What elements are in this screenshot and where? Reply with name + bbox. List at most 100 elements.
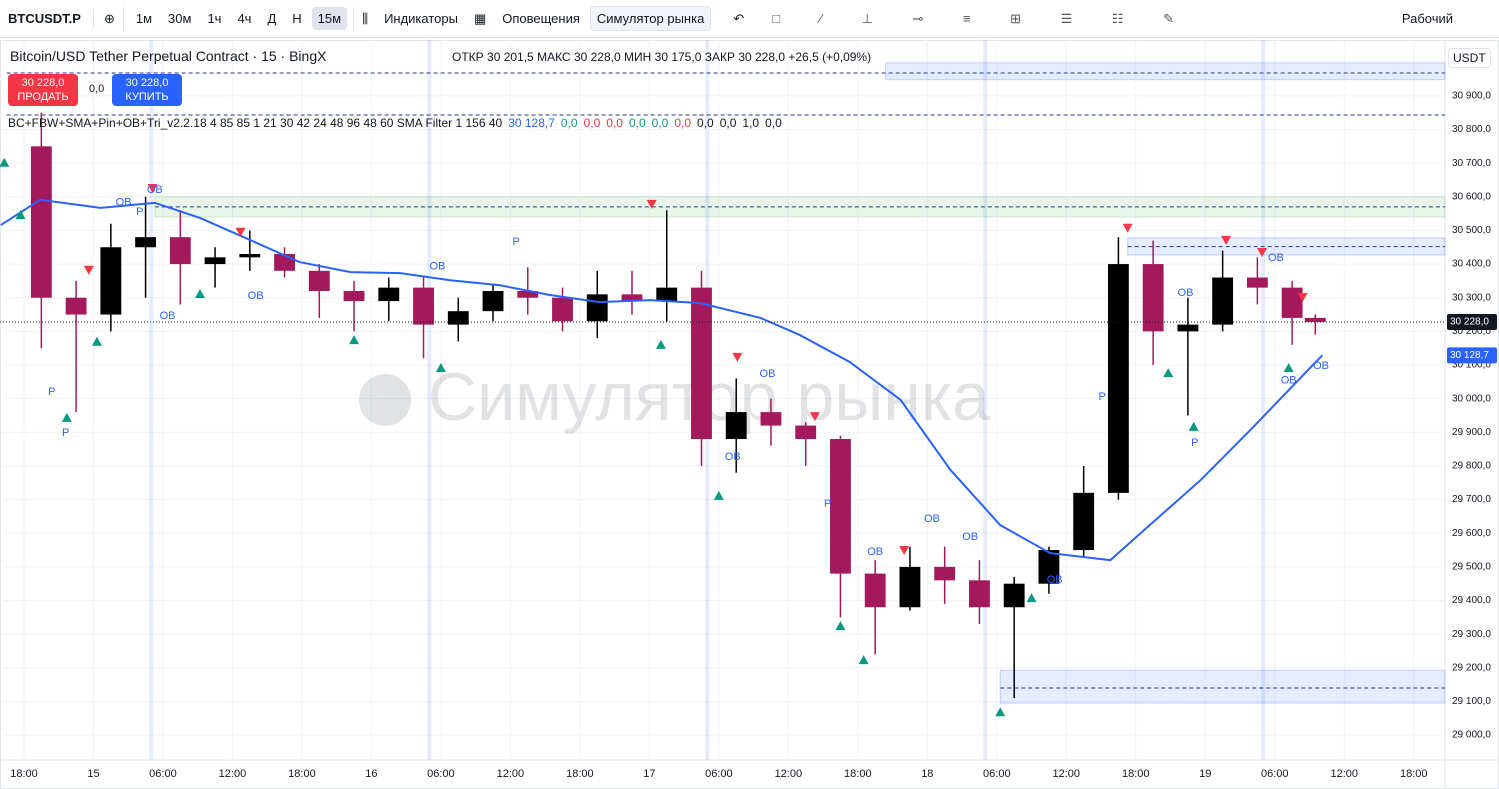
high-label: МАКС [537,50,571,64]
spread: 0,0 [89,83,105,95]
indicator-value: 0,0 [606,116,623,130]
timeframe[interactable]: 1ч [207,11,222,26]
low: 30 175,0 [654,50,702,64]
x-tick-label: 18:00 [10,768,38,780]
buy-button[interactable]: 30 228,0 КУПИТЬ [112,74,182,106]
timeframe[interactable]: Н [292,11,302,26]
y-tick-label: 30 300,0 [1452,292,1491,303]
signal-down [899,546,910,556]
candle-body [239,253,261,258]
annotation: OB [248,290,264,302]
candle-body [343,290,365,302]
candle-body [656,287,678,302]
compare[interactable]: ⊕ [103,10,115,26]
x-tick-label: 18:00 [844,768,872,780]
symbol[interactable]: BTCUSDT.P [2,7,94,30]
low-label: МИН [624,50,652,64]
candle-body [169,237,191,265]
open-label: ОТКР [452,50,484,64]
y-tick-label: 30 000,0 [1452,393,1491,404]
alerts[interactable]: Оповещения [502,11,580,26]
signal-up [1026,593,1037,603]
currency[interactable]: USDT [1448,48,1491,68]
session-break [983,40,988,760]
buy-label: КУПИТЬ [125,91,169,103]
y-tick-label: 29 200,0 [1452,662,1491,673]
x-tick-label: 06:00 [983,768,1011,780]
signal-up [713,490,724,500]
timeframe[interactable]: Д [267,11,277,26]
candle-body [447,311,469,325]
signal-down [1221,235,1232,245]
toolbar: BTCUSDT.P ⊕ 1м 30м 1ч 4ч Д Н 15м ⫼ Индикаторы … [0,0,1499,38]
indicator-value: 1,0 [742,116,760,130]
candle-body [899,566,921,608]
y-tick-label: 29 500,0 [1452,562,1491,573]
signal-up [435,363,446,373]
price-axis [1445,40,1499,760]
signal-up [0,157,10,167]
y-tick-label: 30 400,0 [1452,259,1491,270]
timeframe[interactable]: 4ч [237,11,252,26]
drawing-tools[interactable]: □ ⁄ ⊥ ⊸ ≡ ⊞ ☰ ☷ ✎ [772,10,1193,26]
indicator-value: 30 128,7 [508,116,555,130]
chart: 29 000,0 29 100,0 29 200,0 29 300,0 29 400,0… [0,40,1499,789]
signal-up [655,339,666,349]
close: 30 228,0 [738,50,786,64]
annotation: OB [760,368,776,380]
candle-body [1038,550,1060,584]
timeframe[interactable]: 15м [311,7,348,30]
annotation: OB [1281,375,1297,387]
y-tick-label: 29 300,0 [1452,629,1491,640]
signal-up [1283,363,1294,373]
timeframes: 1м 30м 1ч 4ч Д Н 15м [122,7,355,30]
candle-body [552,297,573,322]
annotation: OB [160,310,176,322]
candle-body [864,573,886,608]
timeframe[interactable]: 1м [135,11,153,26]
signal-up [858,655,869,665]
sell-price: 30 228,0 [21,77,65,89]
candle-body [795,425,817,440]
y-tick-label: 30 200,0 [1452,326,1491,337]
y-tick-label: 30 900,0 [1452,90,1491,101]
y-tick-label: 30 800,0 [1452,124,1491,135]
signal-up [15,209,26,219]
candle-body [969,580,990,608]
signal-down [1297,293,1308,303]
candle-body [1304,317,1326,322]
close-label: ЗАКР [704,50,735,64]
y-tick-label: 29 700,0 [1452,494,1491,505]
y-tick-label: 29 600,0 [1452,528,1491,539]
chart-type[interactable]: ⫼ [362,10,369,26]
x-tick-label: 18:00 [288,768,316,780]
sma-price-label: 30 128,7 [1450,350,1489,361]
candle-body [830,439,851,574]
indicator-value: 0,0 [628,116,646,130]
annotation: OB [429,261,445,273]
signal-down [646,199,657,209]
indicators[interactable]: Индикаторы [384,11,458,26]
y-tick-label: 29 800,0 [1452,461,1491,472]
candle-body [621,294,643,302]
undo[interactable]: ↶ [733,10,745,26]
x-tick-label: 15 [87,768,99,780]
templates[interactable]: ▦ [473,10,487,26]
x-tick-label: 18:00 [566,768,594,780]
layout[interactable]: Рабочий [1401,11,1453,26]
annotation: P [1099,391,1106,403]
candle-body [1142,264,1164,332]
annotation: OB [962,531,978,543]
signal-down [732,352,743,362]
candle-body [760,412,782,426]
annotation: P [62,427,69,439]
x-tick-label: 06:00 [427,768,455,780]
replay[interactable]: Симулятор рынка [589,6,712,31]
x-tick-label: 12:00 [497,768,525,780]
last-price-box [1447,313,1497,330]
timeframe[interactable]: 30м [168,11,192,26]
sell-button[interactable]: 30 228,0 ПРОДАТЬ [8,74,78,106]
candle-body [1003,583,1025,608]
signal-up [349,335,360,345]
annotation: OB [725,451,741,463]
